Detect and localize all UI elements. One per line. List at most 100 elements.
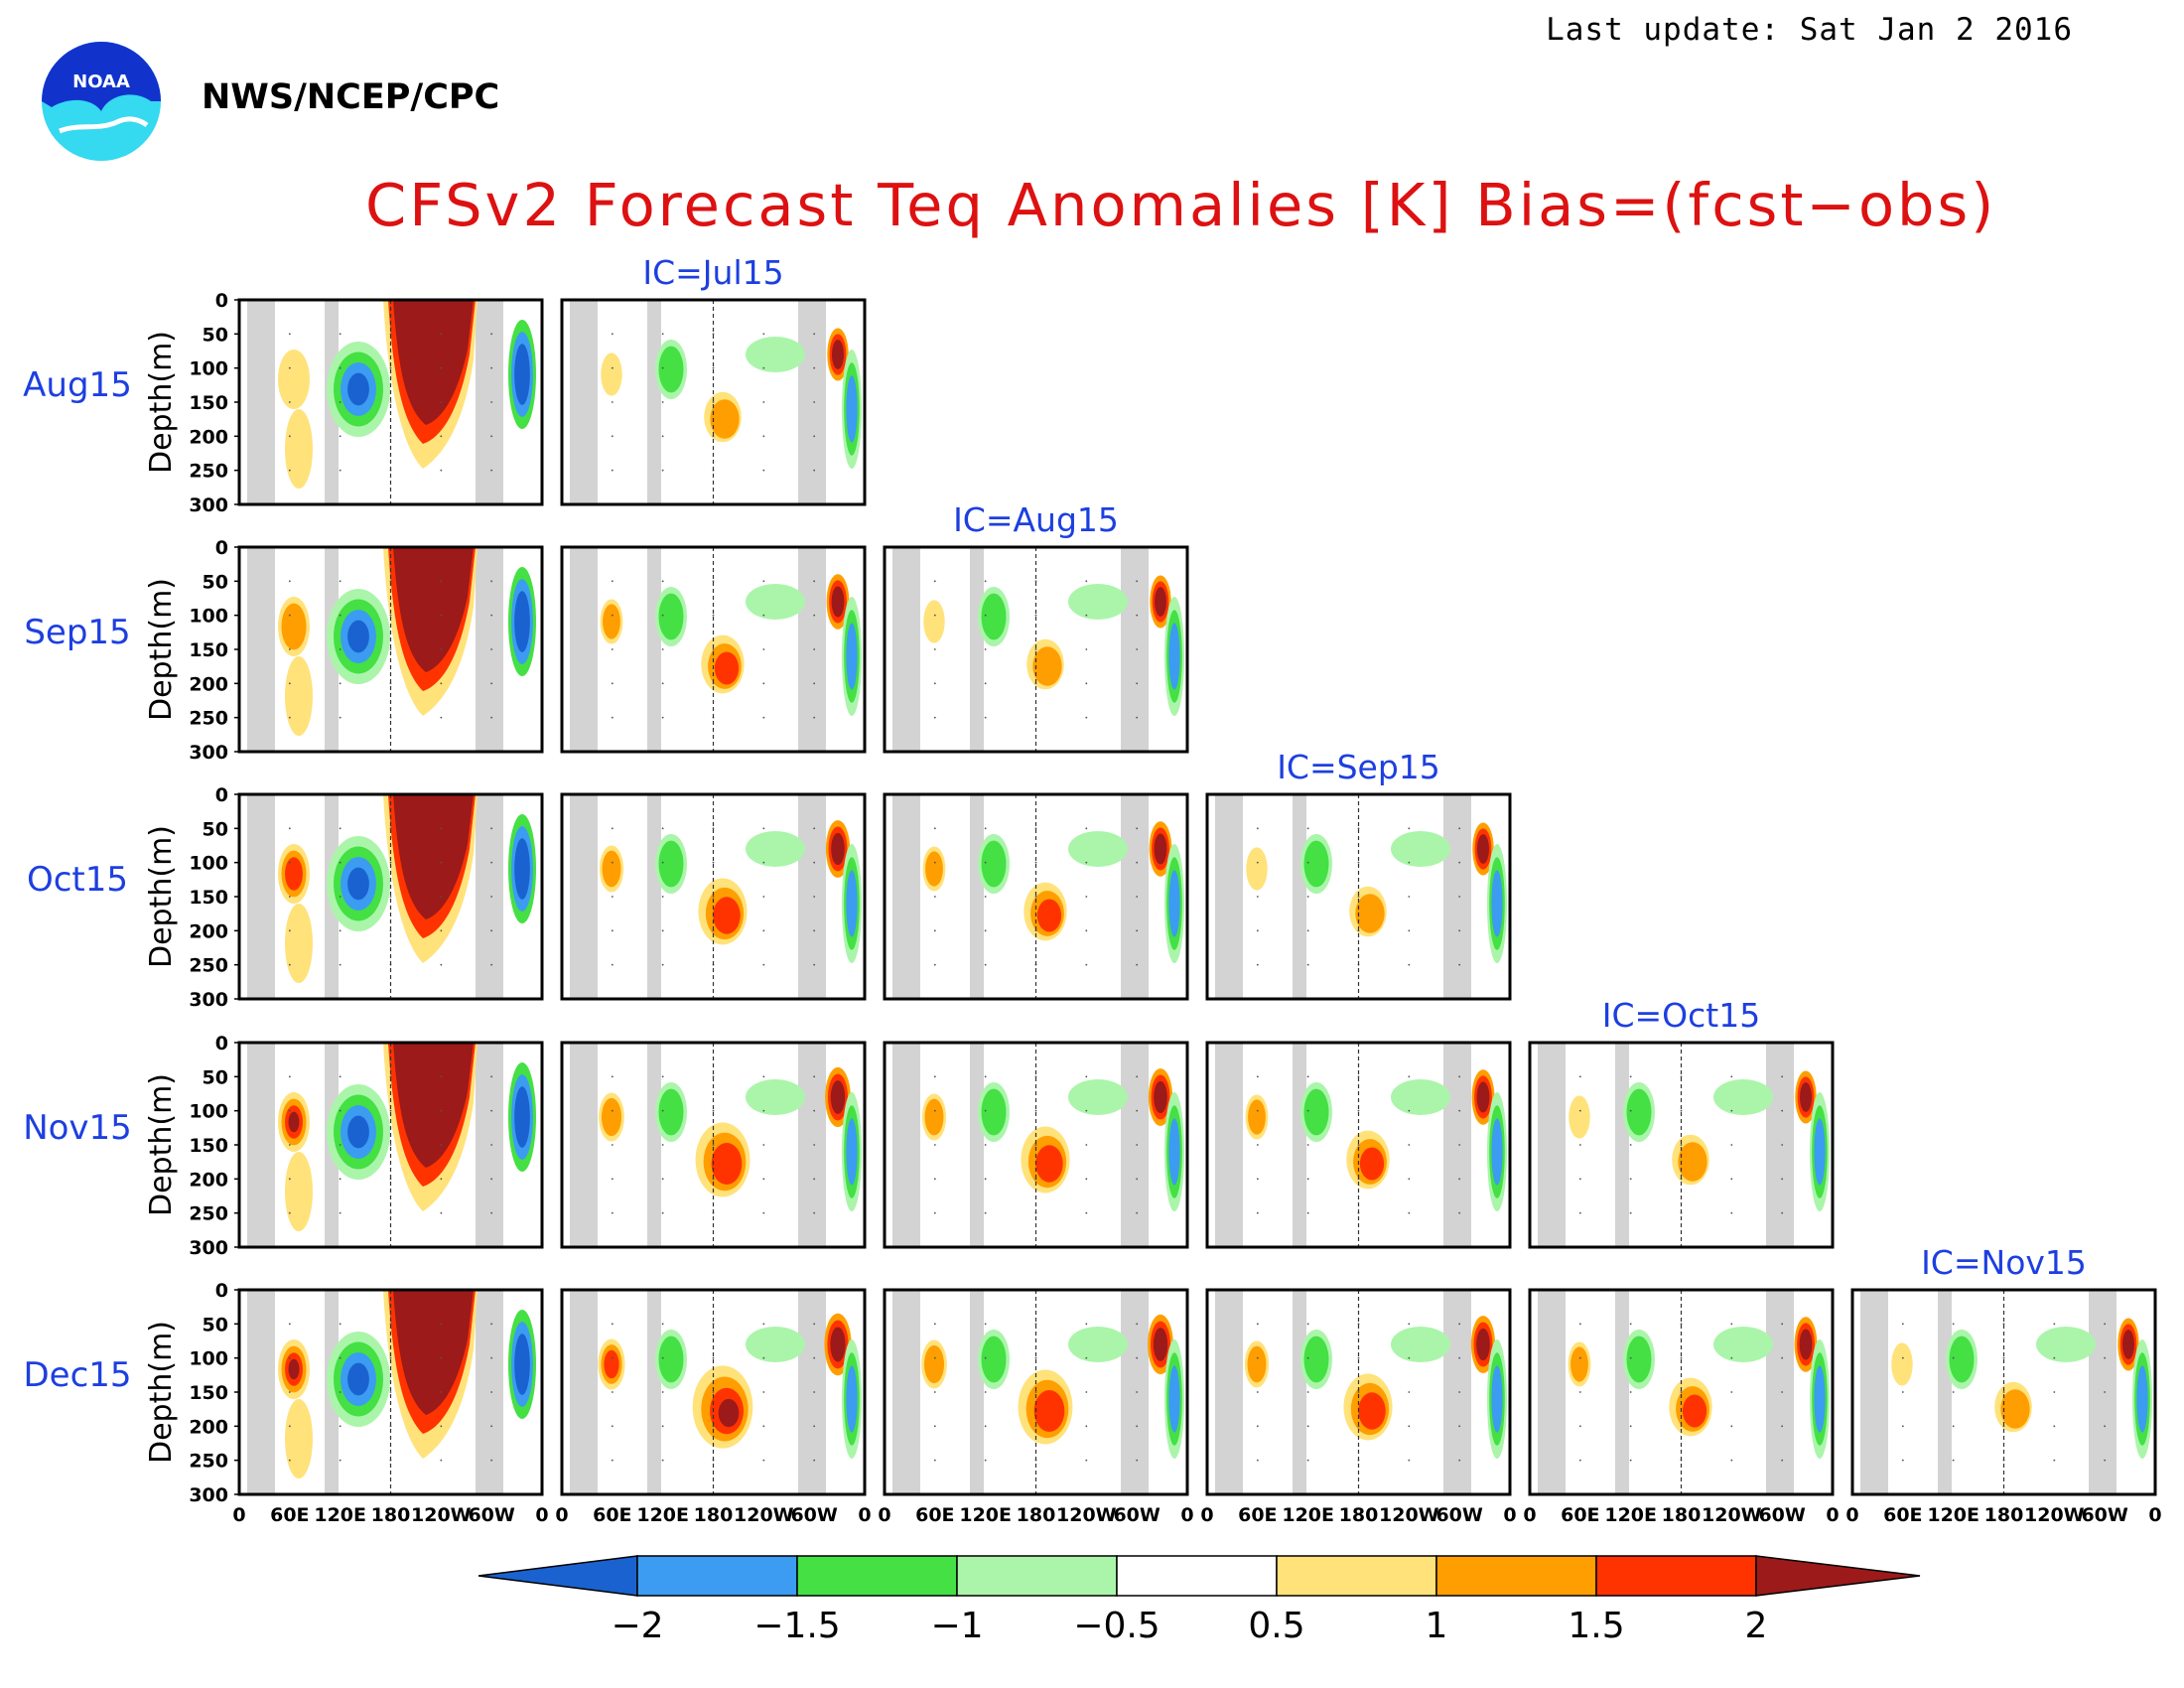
colorbar-tick-label: 0.5 bbox=[1248, 1606, 1304, 1646]
x-tick-label: 180 bbox=[371, 1504, 411, 1526]
land-mask bbox=[570, 547, 598, 752]
land-mask bbox=[1538, 1043, 1566, 1247]
land-mask bbox=[570, 1043, 598, 1247]
colorbar-swatch bbox=[796, 1555, 958, 1597]
colorbar-tick-label: −0.5 bbox=[1073, 1606, 1160, 1646]
x-tick-label: 0 bbox=[1180, 1504, 1193, 1526]
column-label: IC=Aug15 bbox=[953, 500, 1119, 539]
y-tick-label: 200 bbox=[189, 920, 228, 942]
y-tick-label: 50 bbox=[203, 1066, 228, 1088]
land-mask bbox=[1766, 1043, 1794, 1247]
land-mask bbox=[970, 547, 984, 752]
x-tick-label: 120W bbox=[1702, 1504, 1762, 1526]
colorbar-tick-label: −1.5 bbox=[753, 1606, 840, 1646]
x-tick-label: 60E bbox=[593, 1504, 631, 1526]
colorbar-swatch bbox=[1276, 1555, 1437, 1597]
x-tick-label: 120E bbox=[1282, 1504, 1334, 1526]
x-tick-label: 120W bbox=[734, 1504, 794, 1526]
land-mask bbox=[1215, 794, 1243, 999]
panel-frame bbox=[560, 792, 867, 1001]
land-mask bbox=[476, 547, 503, 752]
panel-frame bbox=[1528, 1288, 1835, 1496]
land-mask bbox=[970, 1043, 984, 1247]
row-label: Sep15 bbox=[24, 613, 130, 652]
land-mask bbox=[892, 1290, 920, 1494]
panel-frame bbox=[1205, 1288, 1512, 1496]
land-mask bbox=[1121, 1043, 1149, 1247]
land-mask bbox=[647, 794, 661, 999]
panel-Sep15-obs bbox=[237, 545, 544, 754]
x-tick-label: 60E bbox=[1883, 1504, 1922, 1526]
y-tick-label: 150 bbox=[189, 1135, 228, 1157]
y-tick-label: 50 bbox=[203, 324, 228, 346]
colorbar-tick-label: 1.5 bbox=[1568, 1606, 1624, 1646]
column-label: IC=Oct15 bbox=[1602, 996, 1760, 1035]
land-mask bbox=[1615, 1290, 1629, 1494]
y-tick-label: 0 bbox=[215, 1033, 228, 1055]
land-mask bbox=[647, 300, 661, 504]
x-tick-label: 180 bbox=[1662, 1504, 1702, 1526]
chart-title: CFSv2 Forecast Teq Anomalies [K] Bias=(f… bbox=[365, 171, 1997, 239]
x-tick-label: 180 bbox=[1339, 1504, 1379, 1526]
land-mask bbox=[1121, 547, 1149, 752]
logo-text: NOAA bbox=[72, 71, 130, 92]
land-mask bbox=[1538, 1290, 1566, 1494]
panel-frame bbox=[1850, 1288, 2157, 1496]
colorbar-tick-label: −1 bbox=[930, 1606, 983, 1646]
y-tick-label: 50 bbox=[203, 1314, 228, 1336]
land-mask bbox=[247, 794, 275, 999]
panel-Dec15-IC=Oct15 bbox=[1528, 1288, 1835, 1496]
panel-Nov15-IC=Jul15 bbox=[560, 1041, 867, 1249]
y-tick-label: 100 bbox=[189, 358, 228, 380]
land-mask bbox=[247, 1290, 275, 1494]
panel-frame bbox=[560, 1041, 867, 1249]
x-tick-label: 0 bbox=[555, 1504, 568, 1526]
y-axis-label: Depth(m) bbox=[144, 578, 179, 721]
land-mask bbox=[892, 547, 920, 752]
colorbar-swatch bbox=[1595, 1555, 1757, 1597]
colorbar-swatch bbox=[1116, 1555, 1278, 1597]
x-tick-label: 60W bbox=[1435, 1504, 1482, 1526]
y-tick-label: 200 bbox=[189, 673, 228, 695]
x-tick-label: 0 bbox=[1845, 1504, 1858, 1526]
last-update: Last update: Sat Jan 2 2016 bbox=[1546, 12, 2073, 48]
x-tick-label: 0 bbox=[535, 1504, 548, 1526]
x-tick-label: 60E bbox=[1238, 1504, 1277, 1526]
panel-Oct15-IC=Sep15 bbox=[1205, 792, 1512, 1001]
land-mask bbox=[1293, 794, 1306, 999]
panel-Dec15-IC=Aug15 bbox=[883, 1288, 1189, 1496]
x-tick-label: 120W bbox=[1056, 1504, 1117, 1526]
panel-frame bbox=[1528, 1041, 1835, 1249]
x-tick-label: 0 bbox=[1503, 1504, 1516, 1526]
column-label: IC=Sep15 bbox=[1277, 748, 1440, 786]
y-tick-label: 100 bbox=[189, 1101, 228, 1123]
land-mask bbox=[1443, 1043, 1471, 1247]
y-tick-label: 300 bbox=[189, 1484, 228, 1506]
panel-frame bbox=[1205, 1041, 1512, 1249]
x-tick-label: 0 bbox=[1523, 1504, 1536, 1526]
y-axis-label: Depth(m) bbox=[144, 1321, 179, 1464]
colorbar-swatch bbox=[956, 1555, 1118, 1597]
land-mask bbox=[570, 300, 598, 504]
y-tick-label: 150 bbox=[189, 1382, 228, 1404]
panel-frame bbox=[883, 545, 1189, 754]
x-tick-label: 60W bbox=[2081, 1504, 2127, 1526]
land-mask bbox=[570, 794, 598, 999]
land-mask bbox=[1860, 1290, 1888, 1494]
colorbar bbox=[478, 1555, 1921, 1597]
y-tick-label: 100 bbox=[189, 853, 228, 875]
y-tick-label: 150 bbox=[189, 639, 228, 661]
panel-Aug15-IC=Jul15 bbox=[560, 298, 867, 506]
panel-Oct15-IC=Jul15 bbox=[560, 792, 867, 1001]
row-label: Aug15 bbox=[23, 365, 132, 405]
land-mask bbox=[1121, 794, 1149, 999]
y-tick-label: 250 bbox=[189, 708, 228, 730]
panel-Dec15-IC=Nov15 bbox=[1850, 1288, 2157, 1496]
land-mask bbox=[970, 1290, 984, 1494]
x-tick-label: 120W bbox=[411, 1504, 472, 1526]
land-mask bbox=[892, 794, 920, 999]
panel-Oct15-IC=Aug15 bbox=[883, 792, 1189, 1001]
colorbar-tick-label: 2 bbox=[1745, 1606, 1768, 1646]
land-mask bbox=[798, 794, 826, 999]
